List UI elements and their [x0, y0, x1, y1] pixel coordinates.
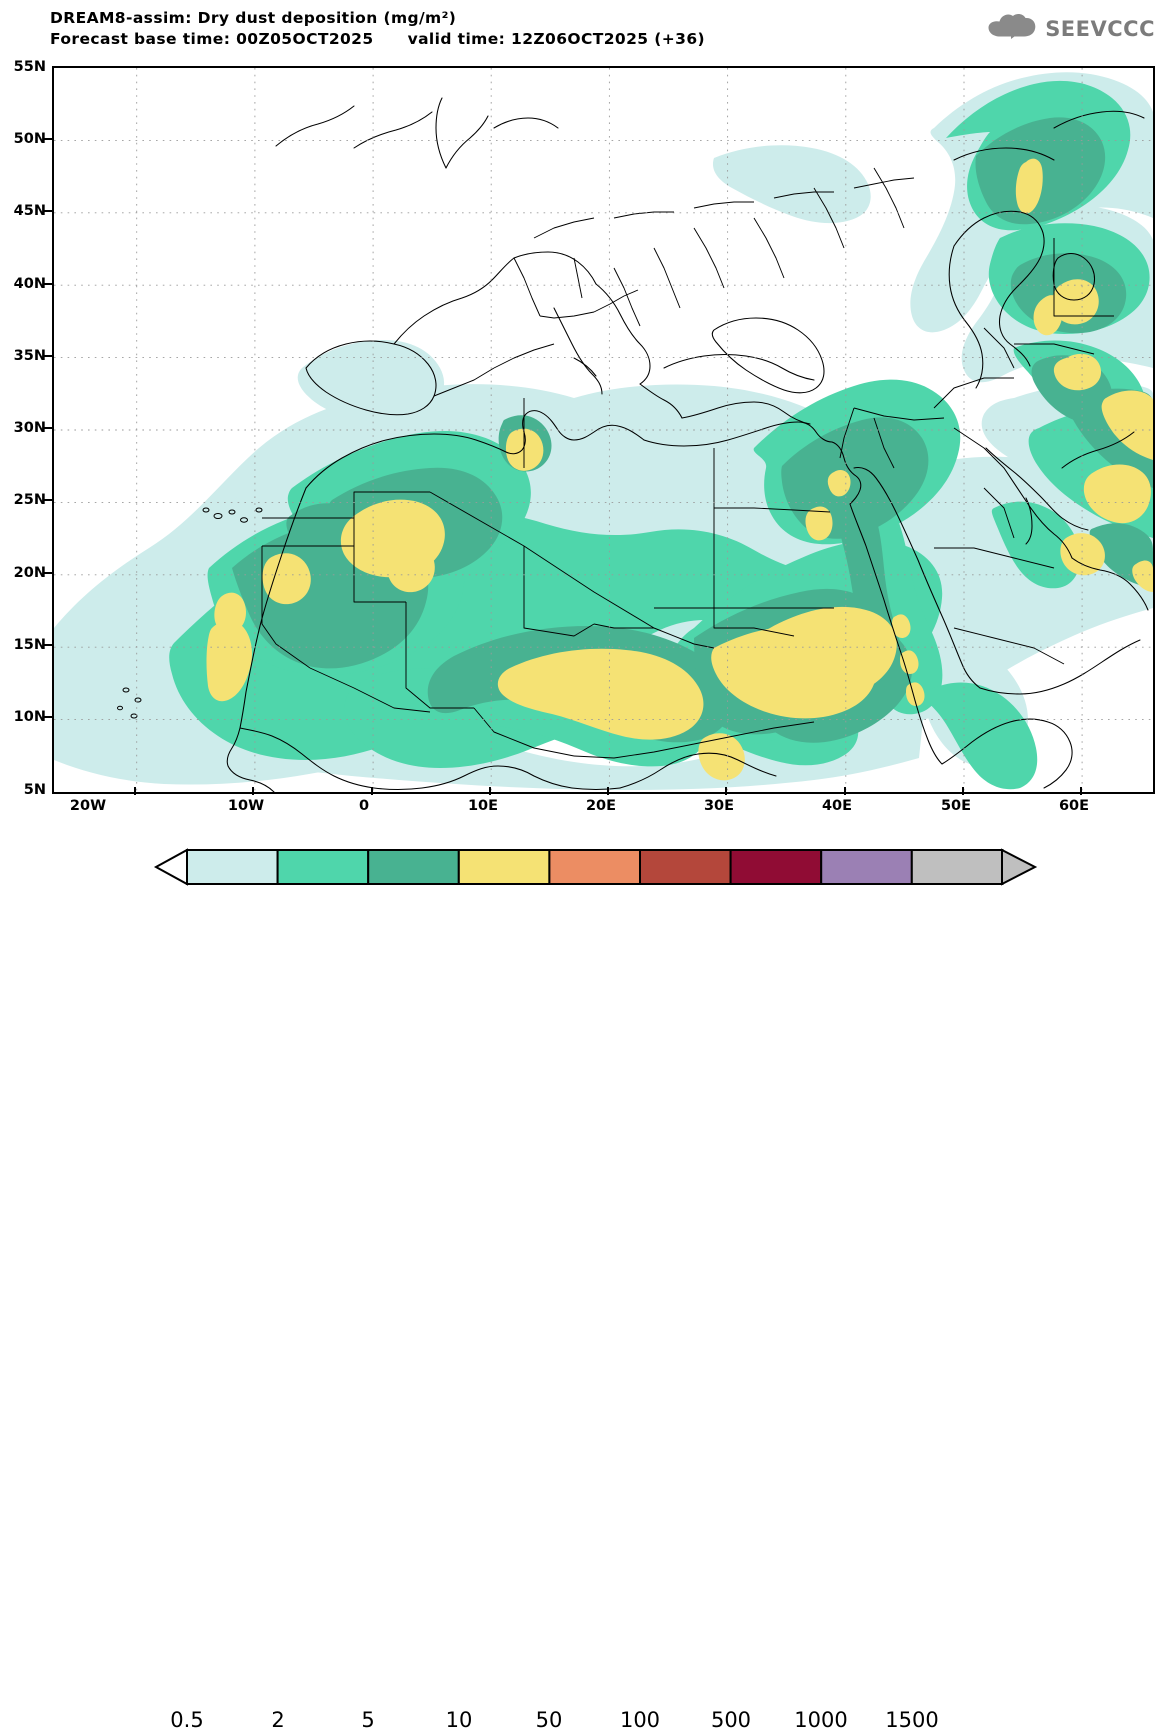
colorbar-over-arrow [1001, 848, 1038, 886]
colorbar-label-50: 50 [535, 1708, 563, 1732]
ytick-label-50N: 50N [13, 131, 46, 147]
islands [117, 507, 263, 719]
xtick-mark [252, 787, 254, 795]
ytick-mark [44, 716, 52, 718]
ytick-label-55N: 55N [13, 59, 46, 75]
dust-deposition-field [54, 68, 1153, 792]
ytick-mark [44, 427, 52, 429]
colorbar-label-100: 100 [619, 1708, 661, 1732]
colorbar-label-5: 5 [361, 1708, 375, 1732]
colorbar-band-1000[interactable] [820, 849, 913, 885]
map-subtitle: Forecast base time: 00Z05OCT2025 valid ti… [50, 29, 950, 50]
xtick-label-10E: 10E [467, 798, 499, 814]
xtick-mark [962, 787, 964, 795]
ytick-mark [44, 283, 52, 285]
colorbar-svg[interactable] [0, 840, 1165, 902]
ytick-label-5N: 5N [23, 782, 46, 798]
valid-time: valid time: 12Z06OCT2025 (+36) [407, 30, 705, 48]
colorbar-band-100[interactable] [639, 849, 732, 885]
map-frame[interactable] [52, 66, 1155, 794]
xtick-label-40E: 40E [821, 798, 853, 814]
xtick-mark [844, 787, 846, 795]
ytick-label-15N: 15N [13, 637, 46, 653]
xtick-label-10W: 10W [227, 798, 265, 814]
colorbar-label-1500: 1500 [885, 1708, 939, 1732]
ytick-label-35N: 35N [13, 348, 46, 364]
xtick-mark [489, 787, 491, 795]
map-gridlines [54, 68, 1153, 792]
map-title: DREAM8-assim: Dry dust deposition (mg/m²… [50, 9, 457, 27]
colorbar-band-5[interactable] [367, 849, 460, 885]
ytick-mark [44, 499, 52, 501]
ytick-mark [44, 210, 52, 212]
colorbar-under-arrow [153, 848, 188, 886]
ytick-mark [44, 355, 52, 357]
xtick-label-0: 0 [358, 798, 370, 814]
colorbar-label-10: 10 [445, 1708, 473, 1732]
colorbar-label-0p5: 0.5 [170, 1708, 204, 1732]
ytick-label-20N: 20N [13, 565, 46, 581]
colorbar-band-1500[interactable] [910, 849, 1004, 885]
xtick-mark [725, 787, 727, 795]
seevccc-logo: SEEVCCC [986, 12, 1155, 46]
forecast-map-page: DREAM8-assim: Dry dust deposition (mg/m²… [0, 8, 1165, 1732]
colorbar-label-2: 2 [271, 1708, 285, 1732]
logo-text: SEEVCCC [1045, 17, 1155, 41]
colorbar-band-2[interactable] [276, 849, 370, 885]
colorbar[interactable]: 0.5 2 5 10 50 100 500 1000 1500 [0, 840, 1165, 1732]
xtick-label-50E: 50E [940, 798, 972, 814]
contour-band-10 [206, 158, 1153, 781]
xtick-label-20W: 20W [69, 798, 107, 814]
coastlines [226, 97, 1149, 792]
colorbar-bands [186, 849, 1004, 885]
country-borders [261, 167, 1114, 759]
colorbar-band-0p5[interactable] [186, 849, 279, 885]
xtick-mark [607, 787, 609, 795]
title-block: DREAM8-assim: Dry dust deposition (mg/m²… [50, 8, 950, 50]
xtick-mark [1080, 787, 1082, 795]
ytick-mark [44, 138, 52, 140]
forecast-base-time: Forecast base time: 00Z05OCT2025 [50, 30, 374, 48]
ytick-label-40N: 40N [13, 276, 46, 292]
xtick-label-20E: 20E [585, 798, 617, 814]
map-container[interactable] [52, 66, 1155, 794]
xtick-label-30E: 30E [703, 798, 735, 814]
xtick-mark [371, 787, 373, 795]
xtick-mark [134, 787, 136, 795]
ytick-label-30N: 30N [13, 420, 46, 436]
colorbar-band-10[interactable] [457, 849, 551, 885]
cloud-arrow-icon [988, 14, 1036, 39]
colorbar-label-1000: 1000 [794, 1708, 848, 1732]
colorbar-band-50[interactable] [548, 849, 642, 885]
ytick-mark [44, 572, 52, 574]
xtick-label-60E: 60E [1058, 798, 1090, 814]
colorbar-label-500: 500 [710, 1708, 752, 1732]
ytick-label-45N: 45N [13, 203, 46, 219]
ytick-label-25N: 25N [13, 492, 46, 508]
ytick-mark [44, 644, 52, 646]
ytick-label-10N: 10N [13, 709, 46, 725]
colorbar-band-500[interactable] [729, 849, 823, 885]
